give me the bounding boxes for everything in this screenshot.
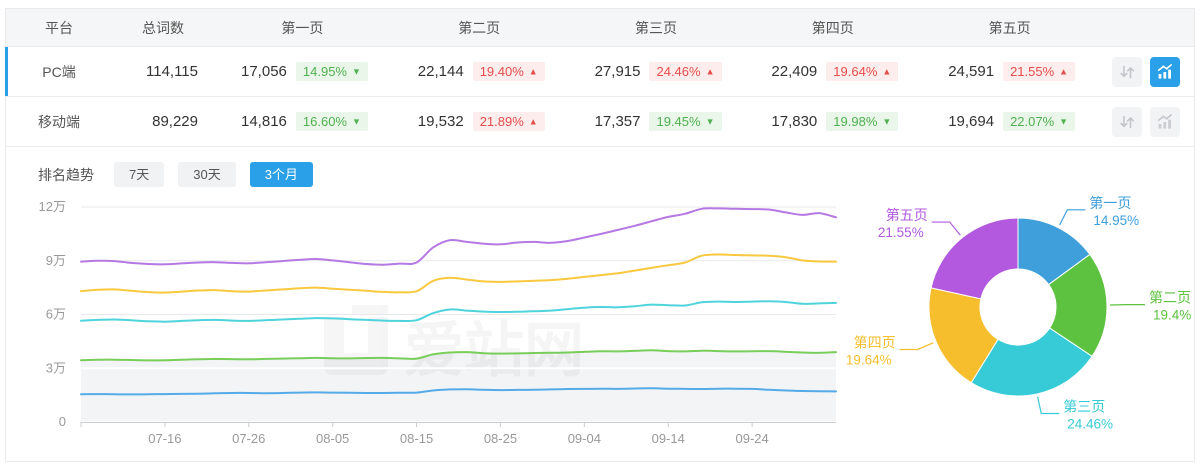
svg-text:第五页: 第五页 [886,207,928,223]
page1-count: 17,056 [241,63,287,80]
svg-text:14.95%: 14.95% [1093,213,1139,228]
page1-cell: 14,816 16.60% ▼ [214,112,391,131]
col-header-platform: 平台 [45,19,73,36]
page3-pct-badge: 24.46% ▲ [649,62,722,81]
page1-count: 14,816 [241,113,287,130]
page2-count: 22,144 [417,63,464,80]
col-header-page1: 第一页 [281,19,324,36]
page1-pct-badge: 16.60% ▼ [295,112,368,131]
svg-text:09-24: 09-24 [735,431,768,446]
svg-text:9万: 9万 [46,253,66,268]
svg-text:12万: 12万 [39,199,66,214]
sort-button[interactable] [1112,106,1142,137]
page-distribution-donut-chart[interactable]: 第一页 14.95% 第二页 19.4% 第三页 24.46% 第四页 19.64% 第五页 21… [842,189,1194,439]
svg-text:08-25: 08-25 [484,431,517,446]
trend-line-chart[interactable]: 爱站网 0 3万 6万 9万 12万 07-16 07-26 08-05 08-15 08-25 09… [6,189,842,451]
trend-arrow-icon: ▼ [705,116,715,127]
range-button-7d[interactable]: 7天 [114,162,165,187]
page5-cell: 19,694 22.07% ▼ [921,112,1098,131]
trend-toolbar: 排名趋势 7天 30天 3个月 [6,147,1194,189]
charts-area: 爱站网 0 3万 6万 9万 12万 07-16 07-26 08-05 08-15 08-25 09… [6,189,1194,451]
svg-text:21.55%: 21.55% [878,225,924,240]
page3-count: 27,915 [594,63,641,80]
page5-cell: 24,591 21.55% ▲ [921,62,1098,81]
page4-count: 22,409 [771,63,818,80]
sort-arrows-icon [1120,65,1135,78]
chart-icon [1157,63,1172,79]
page5-count: 19,694 [948,113,995,130]
trend-arrow-icon: ▲ [705,66,715,77]
page2-cell: 22,144 19.40% ▲ [391,62,568,81]
trend-arrow-icon: ▼ [351,116,361,127]
svg-text:第三页: 第三页 [1063,398,1105,414]
svg-text:08-15: 08-15 [400,431,433,446]
page4-count: 17,830 [771,113,818,130]
svg-text:09-04: 09-04 [568,431,601,446]
trend-arrow-icon: ▲ [528,66,538,77]
svg-text:24.46%: 24.46% [1067,416,1113,431]
svg-text:第一页: 第一页 [1089,195,1131,211]
page2-cell: 19,532 21.89% ▲ [391,112,568,131]
svg-text:07-16: 07-16 [148,431,181,446]
svg-text:08-05: 08-05 [316,431,349,446]
col-header-page2: 第二页 [458,19,501,36]
trend-arrow-icon: ▲ [1059,66,1069,77]
page3-count: 17,357 [594,113,641,130]
table-row-mobile[interactable]: 移动端 89,229 14,816 16.60% ▼ 19,532 21.89% ▲… [6,97,1194,147]
trend-arrow-icon: ▲ [882,66,892,77]
trend-chart-button[interactable] [1150,106,1180,137]
trend-chart-button[interactable] [1150,56,1180,87]
svg-text:第四页: 第四页 [854,334,896,350]
table-header-row: 平台 总词数 第一页 第二页 第三页 第四页 第五页 [6,9,1194,47]
page3-cell: 17,357 19.45% ▼ [568,112,745,131]
table-row-pc[interactable]: PC端 114,115 17,056 14.95% ▼ 22,144 19.40%… [5,47,1194,97]
page4-pct-badge: 19.64% ▲ [826,62,899,81]
total-words-cell: 89,229 [152,113,198,130]
platform-cell: PC端 [42,63,76,80]
chart-icon [1157,113,1172,129]
trend-arrow-icon: ▼ [351,66,361,77]
col-header-page4: 第四页 [811,19,854,36]
page5-pct-badge: 22.07% ▼ [1003,112,1076,131]
platform-cell: 移动端 [38,113,80,130]
range-button-30d[interactable]: 30天 [178,162,236,187]
svg-text:6万: 6万 [46,307,66,322]
sort-arrows-icon [1120,115,1135,128]
row-accent [5,97,8,146]
page2-pct-badge: 21.89% ▲ [472,112,545,131]
active-row-accent [5,47,8,96]
page5-pct-badge: 21.55% ▲ [1003,62,1076,81]
page4-pct-badge: 19.98% ▼ [826,112,899,131]
page4-cell: 22,409 19.64% ▲ [744,62,921,81]
keyword-rank-widget: 平台 总词数 第一页 第二页 第三页 第四页 第五页 PC端 114,115 1… [5,8,1195,462]
col-header-page3: 第三页 [634,19,677,36]
svg-text:3万: 3万 [46,360,66,375]
svg-text:07-26: 07-26 [232,431,265,446]
trend-section-title: 排名趋势 [38,166,94,183]
page3-pct-badge: 19.45% ▼ [649,112,722,131]
page3-cell: 27,915 24.46% ▲ [568,62,745,81]
svg-text:09-14: 09-14 [652,431,685,446]
svg-text:爱站网: 爱站网 [404,317,584,384]
page1-cell: 17,056 14.95% ▼ [214,62,391,81]
col-header-total-words: 总词数 [142,19,184,36]
col-header-page5: 第五页 [988,19,1031,36]
trend-arrow-icon: ▼ [882,116,892,127]
total-words-cell: 114,115 [146,63,198,80]
trend-arrow-icon: ▼ [1059,116,1069,127]
svg-text:19.4%: 19.4% [1153,308,1191,323]
svg-text:第二页: 第二页 [1149,290,1191,306]
range-button-3m[interactable]: 3个月 [249,162,313,187]
page2-pct-badge: 19.40% ▲ [472,62,545,81]
sort-button[interactable] [1112,56,1142,87]
trend-arrow-icon: ▲ [528,116,538,127]
svg-text:0: 0 [59,414,66,429]
page5-count: 24,591 [948,63,995,80]
svg-text:19.64%: 19.64% [846,352,892,367]
page1-pct-badge: 14.95% ▼ [295,62,368,81]
page4-cell: 17,830 19.98% ▼ [744,112,921,131]
page2-count: 19,532 [417,113,464,130]
